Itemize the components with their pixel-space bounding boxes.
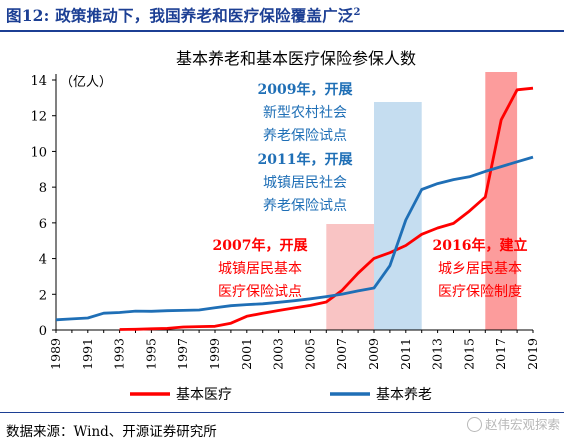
highlight-band-2 xyxy=(374,102,422,330)
wechat-logo-icon xyxy=(466,417,482,432)
annotation-1-line: 养老保险试点 xyxy=(263,128,347,144)
x-tick-label: 2015 xyxy=(461,338,476,370)
annotation-1-line: 2009年，开展 xyxy=(258,81,353,98)
highlight-band-3 xyxy=(485,72,518,330)
x-tick-label: 1989 xyxy=(48,338,63,370)
y-tick-label: 4 xyxy=(39,253,47,268)
x-tick-label: 2009 xyxy=(366,338,381,370)
x-tick-label: 2005 xyxy=(302,338,317,370)
y-tick-label: 14 xyxy=(30,74,47,89)
annotation-2-line: 城镇居民社会 xyxy=(263,175,347,191)
x-tick-label: 2003 xyxy=(271,338,286,370)
y-tick-label: 12 xyxy=(30,110,47,125)
annotation-4-line: 城乡居民基本 xyxy=(438,260,522,277)
y-unit-label: （亿人） xyxy=(60,75,112,90)
annotation-3-line: 城镇居民基本 xyxy=(218,260,302,277)
x-tick-label: 1999 xyxy=(207,338,222,370)
x-tick-label: 2001 xyxy=(239,338,254,370)
title-rule xyxy=(0,30,564,32)
x-tick-label: 2007 xyxy=(334,338,349,370)
annotation-1-line: 新型农村社会 xyxy=(263,105,347,121)
series-line-2 xyxy=(55,155,534,322)
source-rule xyxy=(0,412,564,413)
x-tick-label: 1993 xyxy=(112,338,127,370)
x-tick-label: 1991 xyxy=(80,338,95,370)
annotation-3-line: 2007年，开展 xyxy=(213,237,308,254)
x-tick-label: 2019 xyxy=(525,338,540,370)
watermark-text: 赵伟宏观探索 xyxy=(484,417,560,432)
x-tick-label: 2017 xyxy=(493,338,508,370)
x-tick-label: 2011 xyxy=(398,338,413,370)
y-tick-label: 10 xyxy=(30,145,47,160)
y-tick-label: 2 xyxy=(39,288,47,303)
footnote-mark: 2 xyxy=(353,6,361,18)
legend-label-2: 基本养老 xyxy=(376,386,432,403)
legend-label-1: 基本医疗 xyxy=(176,386,232,403)
source-note: 数据来源：Wind、开源证券研究所 xyxy=(6,424,217,440)
annotation-3-line: 医疗保险试点 xyxy=(218,284,302,300)
x-tick-label: 1997 xyxy=(175,338,190,370)
chart-title: 基本养老和基本医疗保险参保人数 xyxy=(176,49,416,68)
x-tick-label: 1995 xyxy=(143,338,158,370)
y-tick-label: 6 xyxy=(39,217,47,232)
x-tick-label: 2013 xyxy=(430,338,445,370)
figure-number: 图12: xyxy=(6,6,50,25)
highlight-band-1 xyxy=(326,224,374,330)
watermark: 赵伟宏观探索 xyxy=(466,414,560,433)
figure-title-text: 政策推动下，我国养老和医疗保险覆盖广泛 xyxy=(55,6,354,25)
annotation-2-line: 养老保险试点 xyxy=(263,198,347,214)
annotation-4-line: 2016年，建立 xyxy=(433,237,528,254)
y-tick-label: 8 xyxy=(39,181,47,196)
figure-title: 图12: 政策推动下，我国养老和医疗保险覆盖广泛2 xyxy=(6,4,361,26)
series-line-1 xyxy=(119,86,534,331)
annotation-2-line: 2011年，开展 xyxy=(258,151,353,168)
y-tick-label: 0 xyxy=(39,324,47,339)
annotation-4-line: 医疗保险制度 xyxy=(438,284,522,300)
